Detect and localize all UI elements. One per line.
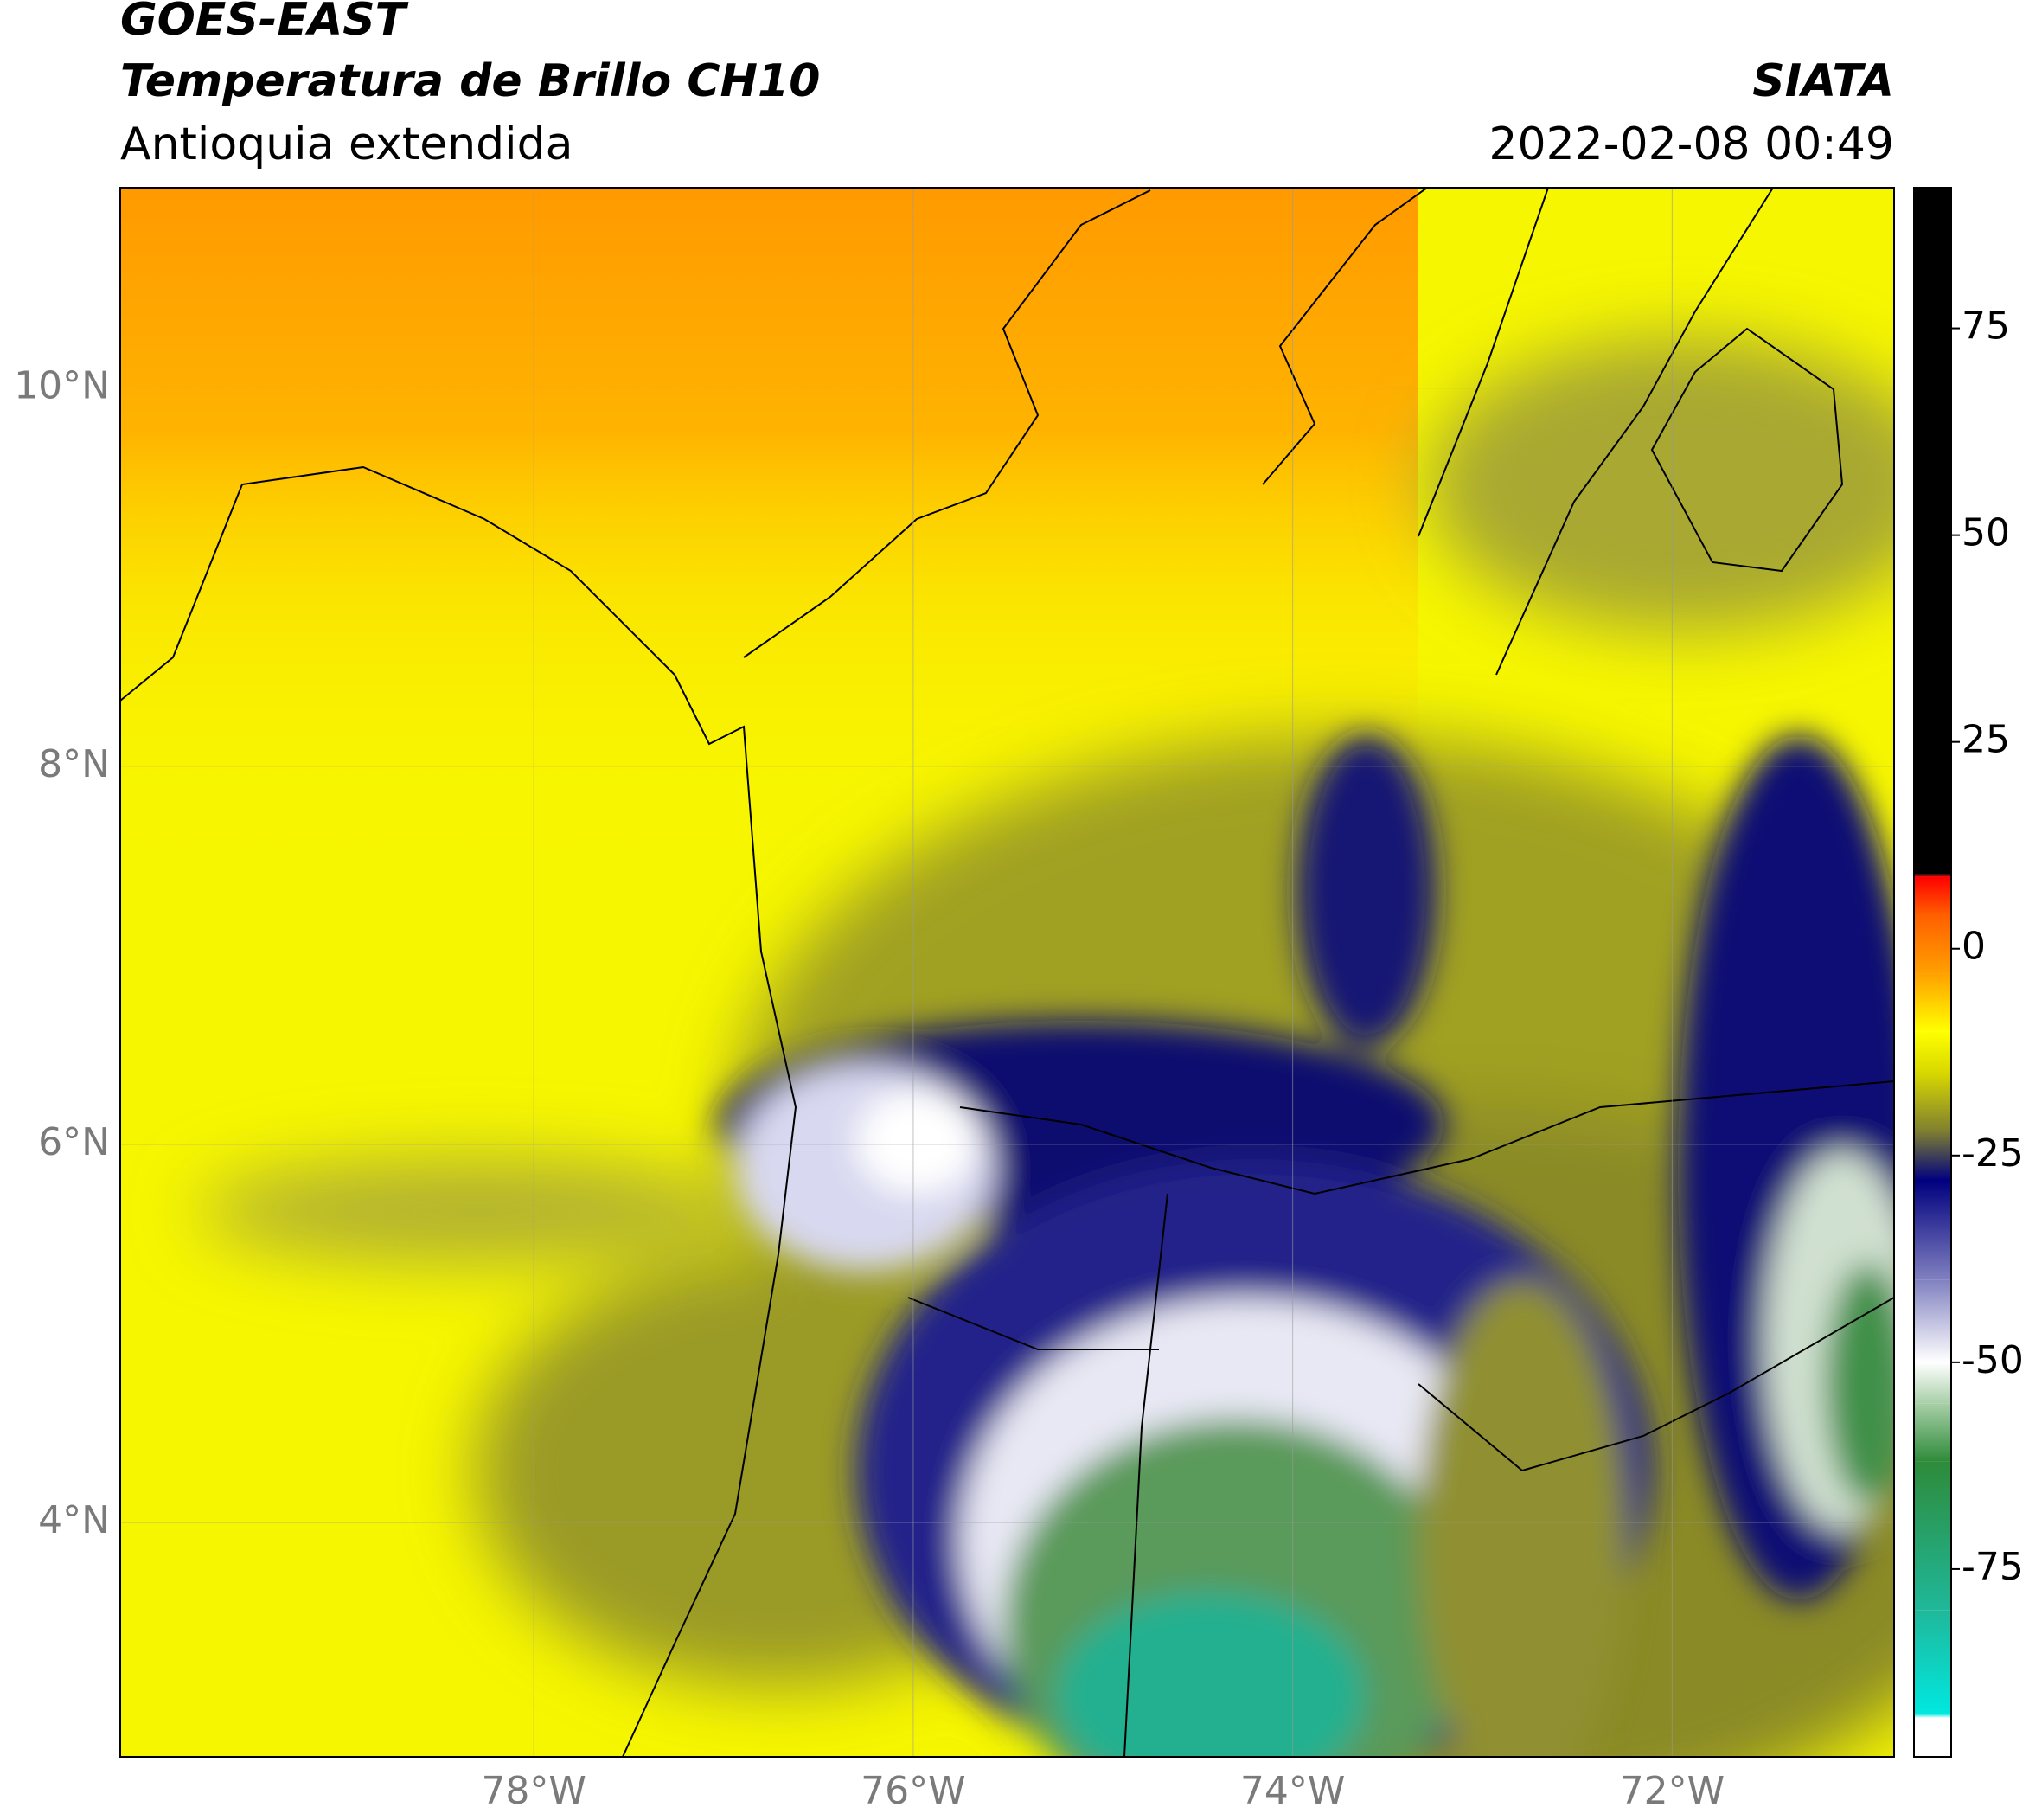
y-tick-label: 8°N — [38, 742, 110, 786]
colorbar-segment — [1914, 874, 1951, 877]
colorbar-segment — [1914, 1279, 1951, 1362]
colorbar-tick-label: -25 — [1962, 1131, 2024, 1176]
colorbar-segment — [1914, 188, 1951, 875]
colorbar-segment — [1914, 1403, 1951, 1462]
colorbar-tick-label: 0 — [1962, 925, 1986, 969]
colorbar-segment — [1914, 1362, 1951, 1404]
colorbar-segment — [1914, 1610, 1951, 1714]
x-tick-label: 76°W — [861, 1769, 966, 1813]
colorbar-tick-label: 50 — [1962, 511, 2010, 555]
x-tick-label: 78°W — [481, 1769, 586, 1813]
subtitle: Antioquia extendida — [120, 119, 573, 170]
map-frame — [119, 187, 1895, 1758]
y-tick-label: 10°N — [14, 364, 110, 408]
colorbar-segment — [1914, 1718, 1951, 1757]
colorbar-segment — [1914, 973, 1951, 1032]
colorbar-tick-label: -50 — [1962, 1338, 2024, 1382]
colorbar-tick-label: 25 — [1962, 718, 2010, 762]
title-line: Temperatura de Brillo CH10 — [120, 55, 820, 107]
grid — [120, 188, 1894, 1757]
satellite-image — [120, 188, 1894, 1757]
colorbar-segment — [1914, 1131, 1951, 1181]
x-tick-label: 74°W — [1240, 1769, 1346, 1813]
colorbar-segment — [1914, 1073, 1951, 1131]
y-tick-label: 6°N — [38, 1120, 110, 1164]
x-tick-label: 72°W — [1620, 1769, 1725, 1813]
colorbar: -75 -50 -25 0 25 50 75 — [1914, 188, 2024, 1757]
colorbar-tick-label: -75 — [1962, 1545, 2024, 1589]
colorbar-tick-label: 75 — [1962, 304, 2010, 349]
timestamp: 2022-02-08 00:49 — [1488, 119, 1894, 170]
source: SIATA — [1752, 55, 1894, 107]
colorbar-segment — [1914, 1180, 1951, 1280]
colorbar-segment — [1914, 915, 1951, 974]
colorbar-segment — [1914, 876, 1951, 916]
colorbar-frame — [1913, 187, 1952, 1758]
y-tick-label: 4°N — [38, 1498, 110, 1542]
colorbar-segment — [1914, 1714, 1951, 1719]
title-line: GOES-EAST — [120, 0, 409, 46]
colorbar-segment — [1914, 1031, 1951, 1073]
colorbar-segment — [1914, 1461, 1951, 1611]
